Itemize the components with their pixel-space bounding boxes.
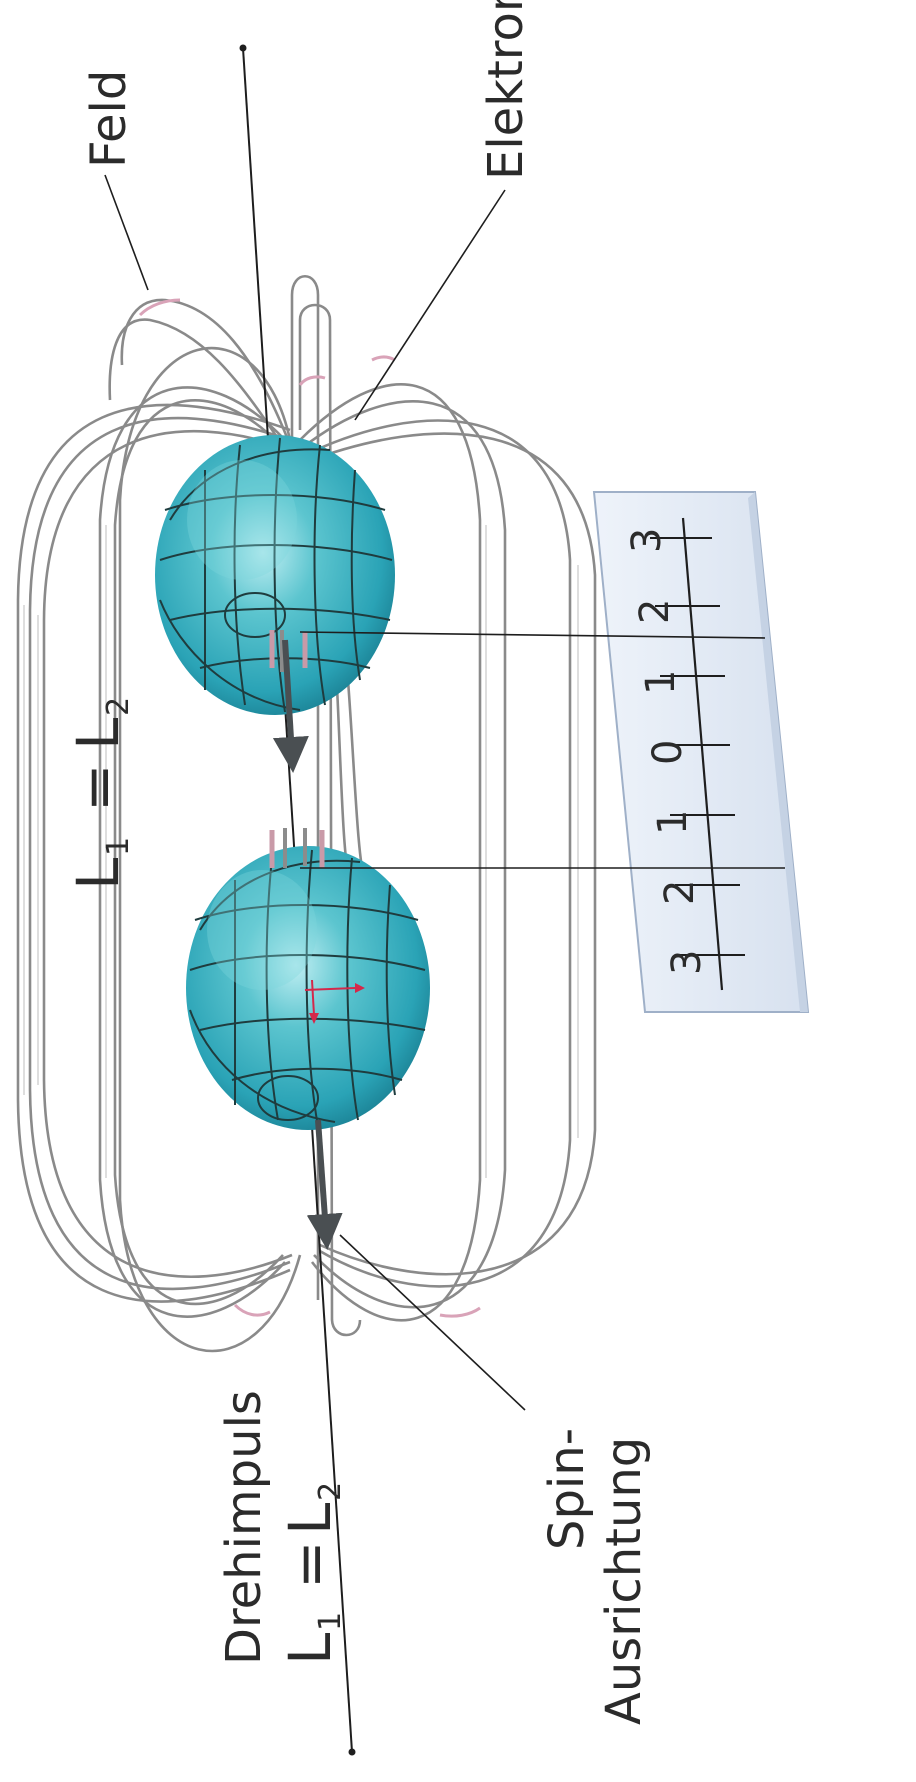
label-elektron: Elektron <box>478 0 534 180</box>
ruler-tick-label-6: 2 <box>632 599 678 624</box>
ruler-tick-label-7: 3 <box>624 528 670 553</box>
equation-bottom-sub2: 2 <box>313 1482 348 1501</box>
measure-line-top <box>299 631 766 639</box>
field-stubs-top <box>269 630 308 672</box>
leader-feld <box>104 174 149 291</box>
axis-bottom-dot <box>348 1748 356 1756</box>
ruler-tick-label-4: 0 <box>645 740 691 765</box>
equation-top-eq: = <box>64 763 132 812</box>
spin-arrow-bottom <box>306 1119 343 1250</box>
equation-bottom-r: L <box>276 1503 344 1535</box>
equation-top-r: L <box>64 718 132 750</box>
ruler-tick-label-2: 2 <box>657 880 703 905</box>
ruler-tick-label-5: 1 <box>638 670 684 695</box>
spin-arrow-top <box>272 639 309 773</box>
leader-elektron <box>354 189 506 421</box>
equation-top-sub2: 2 <box>101 697 136 716</box>
field-lines <box>16 275 597 1353</box>
label-spin-line2: Ausrichtung <box>596 1437 652 1725</box>
label-feld: Feld <box>81 70 137 168</box>
ruler: 3 2 1 0 1 2 3 <box>592 491 810 1013</box>
equation-top: L 1 = L 2 <box>64 697 136 890</box>
equation-bottom: L 1 = L 2 <box>276 1482 348 1665</box>
electron-sphere-top <box>155 435 395 715</box>
equation-bottom-sub1: 1 <box>313 1612 348 1631</box>
ruler-tick-label-3: 1 <box>650 810 696 835</box>
axis-top-dot <box>239 44 247 52</box>
electron-sphere-bottom <box>186 846 430 1130</box>
equation-top-sub1: 1 <box>101 837 136 856</box>
equation-bottom-l: L <box>276 1633 344 1665</box>
equation-top-l: L <box>64 858 132 890</box>
leader-spin <box>339 1234 526 1411</box>
field-stubs-bottom <box>269 828 325 868</box>
equation-bottom-eq: = <box>276 1540 344 1589</box>
label-spin-line1: Spin- <box>539 1428 595 1550</box>
label-drehimpuls: Drehimpuls <box>216 1390 272 1665</box>
ruler-tick-label-1: 3 <box>664 950 710 975</box>
